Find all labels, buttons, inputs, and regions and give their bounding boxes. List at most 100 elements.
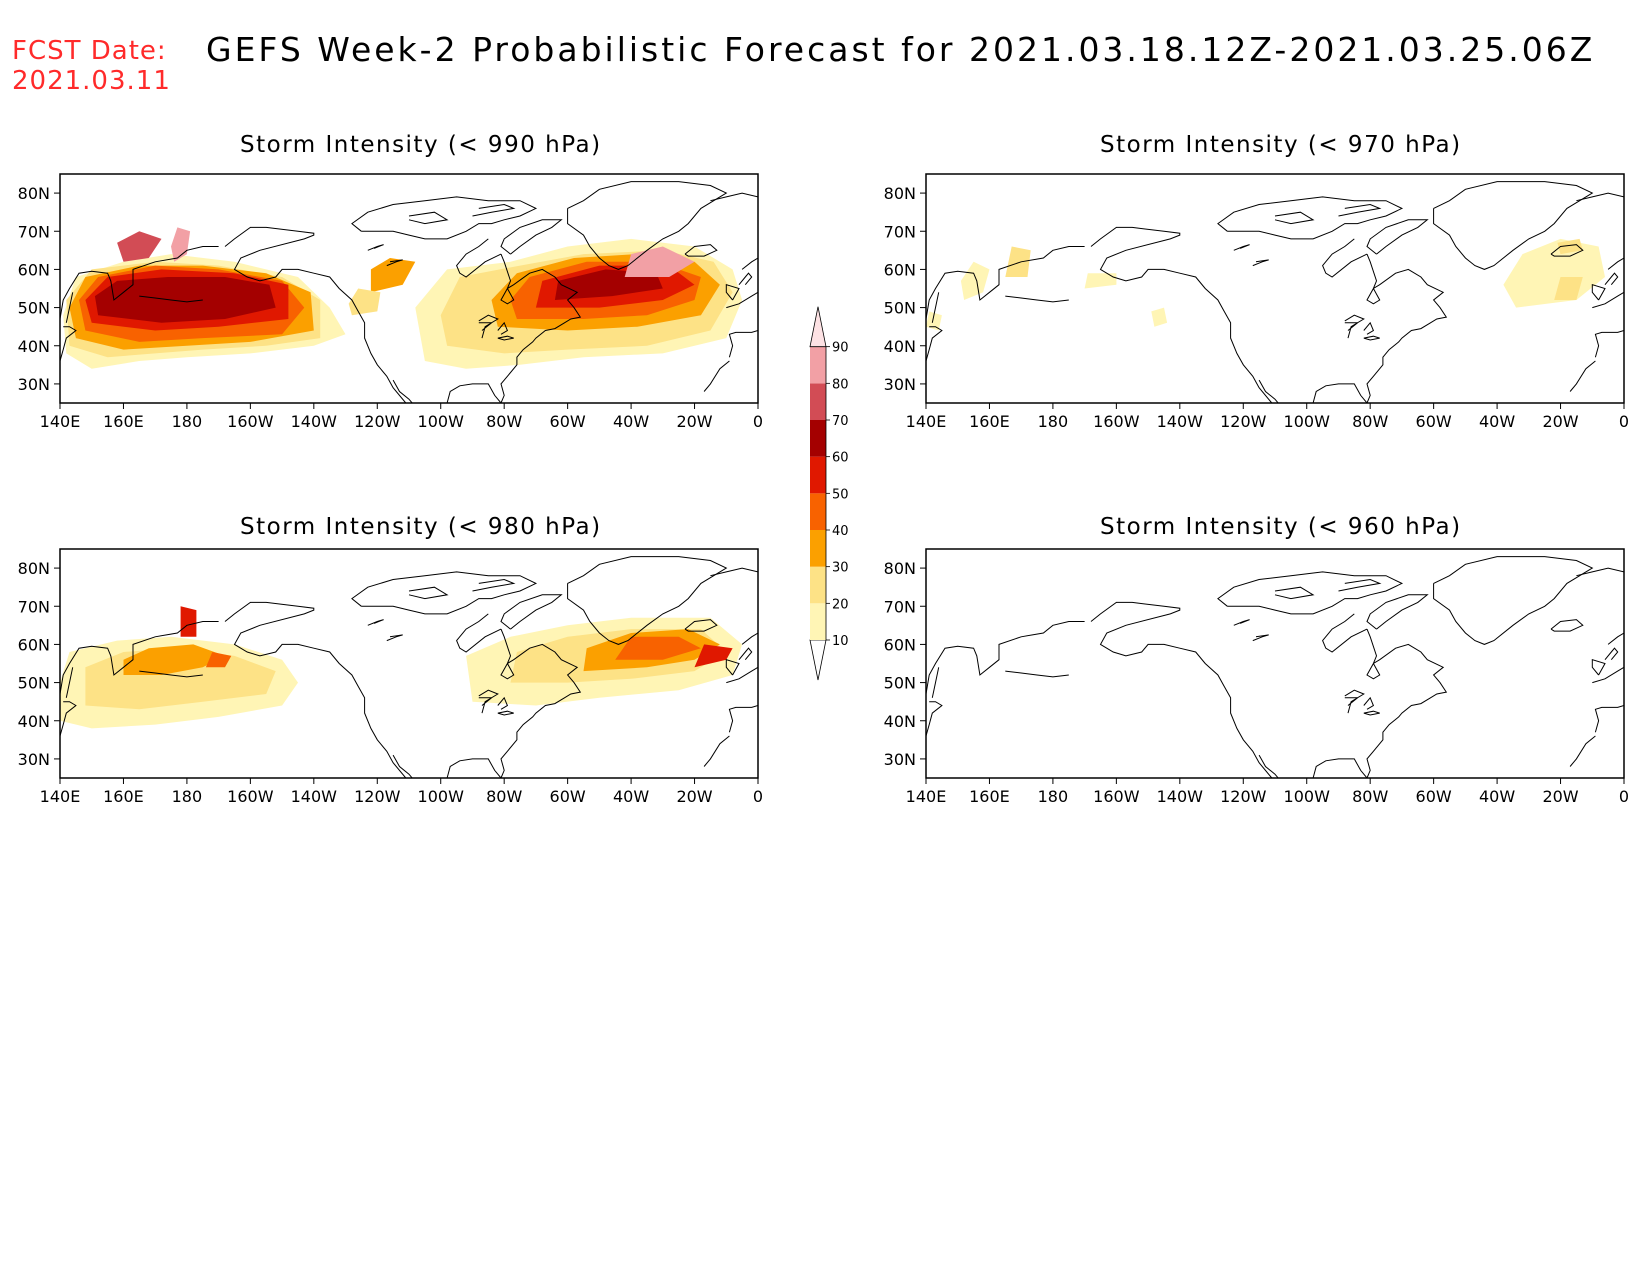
coastline: [1322, 238, 1368, 278]
probability-region: [123, 644, 225, 675]
coastline: [481, 322, 492, 339]
coastline: [725, 659, 740, 676]
coastline: [478, 689, 499, 699]
coastline: [472, 203, 516, 217]
lat-tick-label: 70N: [884, 222, 916, 241]
lon-tick-label: 60W: [1416, 412, 1452, 431]
coastline: [926, 246, 1085, 320]
probability-region: [554, 269, 663, 300]
probability-region: [1557, 238, 1583, 255]
coastline: [1347, 322, 1358, 339]
coastline: [446, 628, 582, 778]
lon-tick-label: 60W: [550, 787, 586, 806]
coastline: [725, 284, 740, 301]
coastline: [1274, 586, 1315, 600]
lat-tick-label: 40N: [18, 712, 50, 731]
coastline: [497, 710, 514, 716]
colorbar-swatch: [810, 530, 826, 567]
coastline: [367, 619, 384, 626]
coastline: [60, 326, 77, 362]
lat-tick-label: 30N: [884, 375, 916, 394]
lon-tick-label: 160E: [969, 787, 1010, 806]
lat-tick-label: 40N: [884, 712, 916, 731]
lon-tick-label: 120W: [1220, 412, 1267, 431]
coastline: [703, 360, 730, 392]
coastline: [684, 619, 718, 632]
coastline: [65, 292, 74, 323]
colorbar-label: 70: [832, 414, 849, 429]
coastline: [1594, 705, 1624, 733]
coastline: [931, 667, 940, 698]
coastline: [60, 621, 219, 695]
lat-tick-label: 30N: [18, 375, 50, 394]
lon-tick-label: 20W: [676, 787, 712, 806]
coastline: [1274, 211, 1315, 225]
probability-region: [694, 644, 733, 668]
lat-tick-label: 80N: [18, 184, 50, 203]
lon-tick-label: 120W: [1220, 787, 1267, 806]
lon-tick-label: 20W: [676, 412, 712, 431]
lat-tick-label: 70N: [18, 597, 50, 616]
lon-tick-label: 180: [1038, 787, 1069, 806]
coastline: [1005, 295, 1069, 303]
probability-region: [171, 227, 191, 262]
lon-tick-label: 140E: [40, 787, 81, 806]
probability-region: [615, 636, 701, 660]
lon-tick-label: 60W: [1416, 787, 1452, 806]
coastline: [386, 634, 403, 642]
map-frame: [59, 173, 759, 404]
map-panel-990: 140E 160E 180 160W 140W 120W 100W 80W 60W 40W 20W 0…: [18, 173, 763, 431]
lat-tick-label: 80N: [884, 559, 916, 578]
coastline: [1347, 697, 1358, 714]
lat-tick-label: 50N: [18, 674, 50, 693]
lon-tick-label: 40W: [613, 412, 649, 431]
panel-title-960: Storm Intensity (< 960 hPa): [1100, 514, 1462, 540]
lat-tick-label: 40N: [884, 337, 916, 356]
coastline: [1217, 196, 1404, 240]
lat-tick-label: 60N: [18, 635, 50, 654]
page-title: GEFS Week-2 Probabilistic Forecast for 2…: [206, 30, 1596, 69]
colorbar-label: 50: [832, 487, 849, 502]
colorbar-swatch: [810, 346, 826, 384]
coastline: [1217, 571, 1404, 615]
colorbar-label: 80: [832, 377, 849, 392]
probability-region: [1503, 238, 1605, 308]
lon-tick-label: 160W: [227, 412, 274, 431]
forecast-date-label: FCST Date:: [12, 36, 167, 66]
probability-region: [1151, 307, 1168, 327]
lon-tick-label: 0: [753, 412, 763, 431]
probability-region: [180, 606, 197, 637]
coastline: [497, 321, 509, 335]
lon-tick-label: 40W: [1479, 412, 1515, 431]
lon-tick-label: 140W: [291, 412, 338, 431]
colorbar-swatch: [810, 603, 826, 640]
coastline: [926, 701, 943, 737]
coastline: [1233, 244, 1250, 251]
colorbar-label: 20: [832, 597, 849, 612]
lat-tick-label: 50N: [884, 674, 916, 693]
coastline: [728, 705, 758, 733]
coastline: [60, 246, 219, 320]
colorbar-swatch: [810, 420, 826, 457]
lon-tick-label: 20W: [1542, 412, 1578, 431]
coastline: [60, 701, 77, 737]
probability-region: [1554, 277, 1583, 300]
coastlines: [60, 181, 758, 403]
lat-tick-label: 60N: [884, 635, 916, 654]
lon-tick-label: 0: [1619, 412, 1629, 431]
lon-tick-label: 140W: [1157, 412, 1204, 431]
coastline: [446, 253, 582, 403]
map-panel-960: 140E 160E 180 160W 140W 120W 100W 80W 60W 40W 20W 0…: [884, 548, 1629, 806]
probability-region: [94, 277, 276, 323]
probability-region: [205, 652, 232, 668]
lon-tick-label: 160E: [103, 412, 144, 431]
lat-tick-label: 60N: [884, 260, 916, 279]
lon-tick-label: 0: [1619, 787, 1629, 806]
colorbar-swatch: [810, 493, 826, 530]
coastline: [1550, 619, 1584, 632]
coastline: [1569, 735, 1596, 767]
colorbar-swatch: [810, 383, 826, 420]
coastline: [1604, 272, 1619, 286]
colorbar-swatch: [810, 456, 826, 494]
probability-region: [1084, 273, 1117, 289]
